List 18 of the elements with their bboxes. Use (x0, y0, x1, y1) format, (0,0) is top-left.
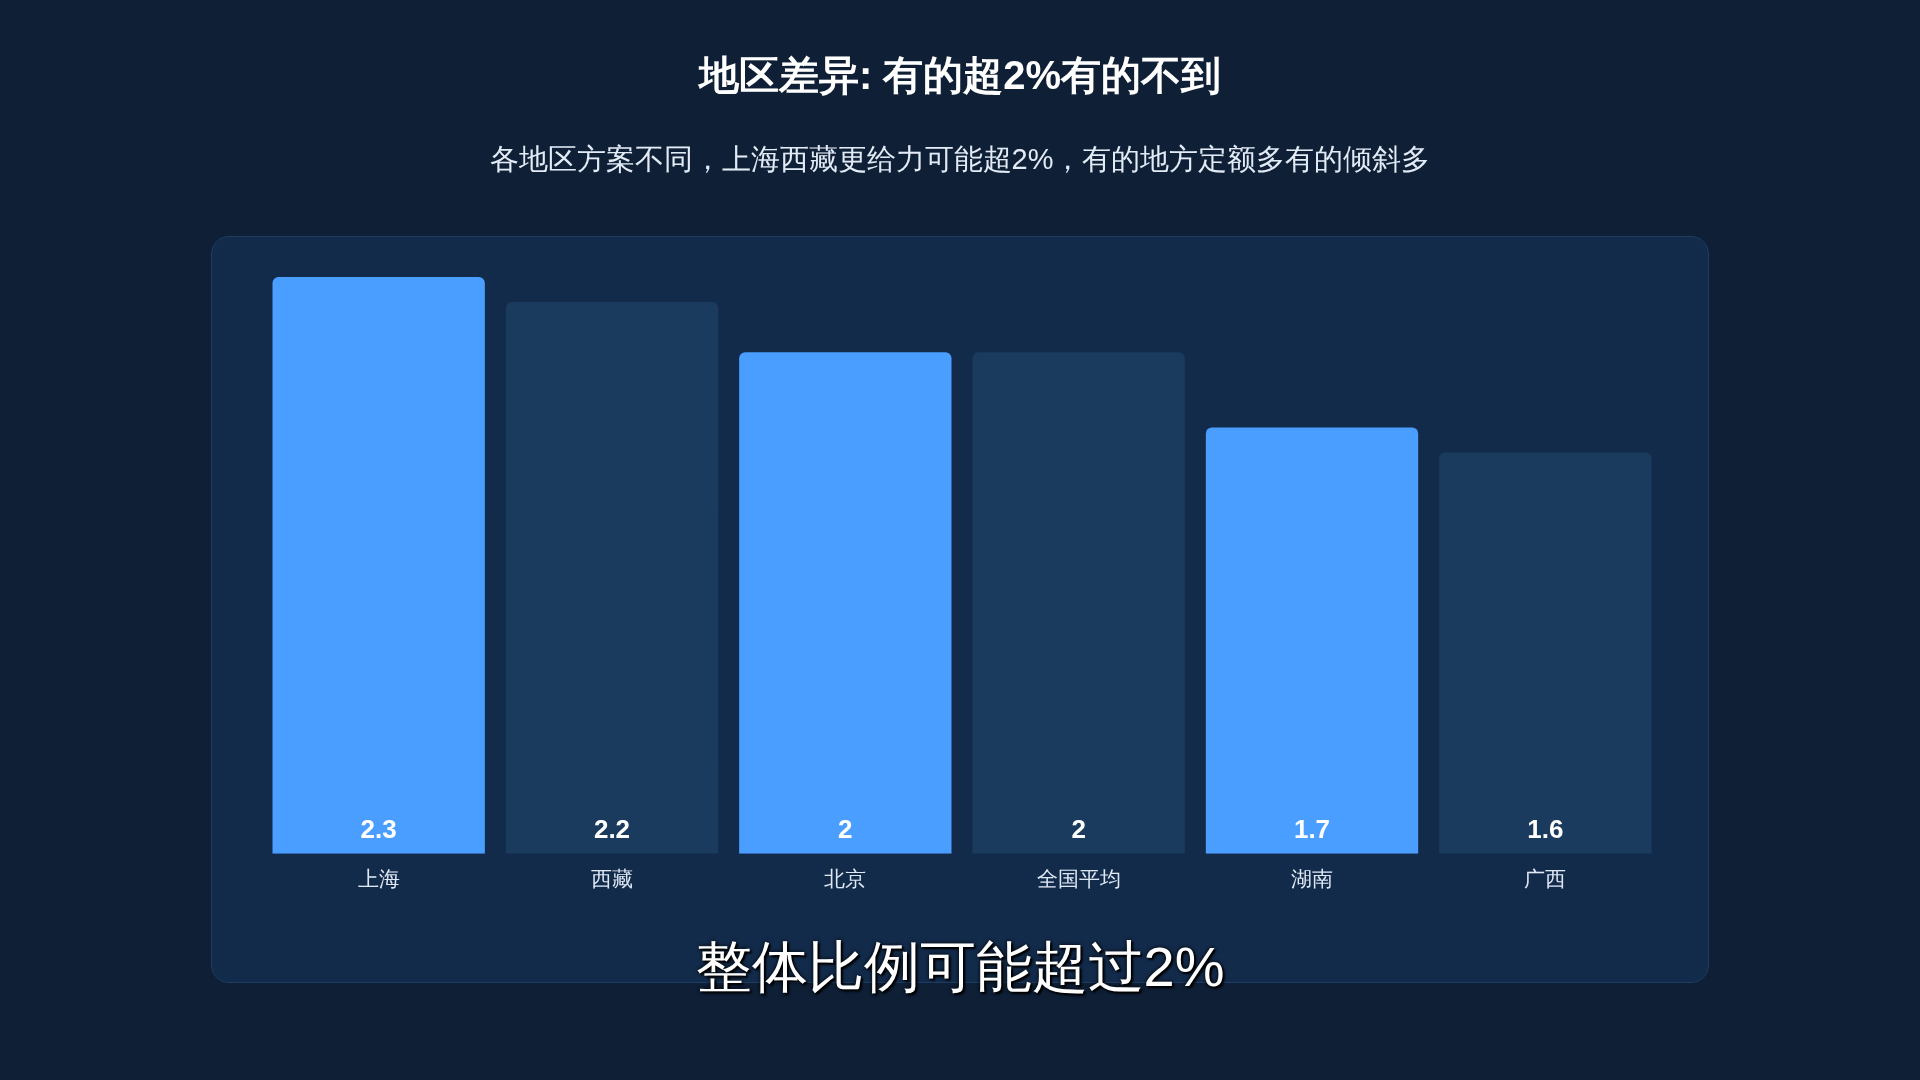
x-tick-label: 北京 (824, 867, 867, 891)
data-label: 2.3 (360, 813, 397, 844)
data-label: 2 (1071, 813, 1086, 844)
data-label: 2 (838, 813, 853, 844)
bar (739, 352, 952, 854)
data-label: 1.6 (1527, 813, 1564, 844)
chart-subtitle: 各地区方案不同，上海西藏更给力可能超2%，有的地方定额多有的倾斜多 (488, 142, 1432, 177)
x-tick-label: 湖南 (1291, 867, 1333, 891)
x-tick-label: 上海 (357, 867, 400, 891)
bar (272, 277, 485, 854)
x-tick-label: 西藏 (591, 867, 633, 891)
data-label: 2.2 (593, 813, 631, 844)
data-label: 1.7 (1293, 813, 1331, 844)
chart-title: 地区差异: 有的超2%有的不到 (697, 52, 1223, 99)
x-tick-label: 广西 (1524, 867, 1567, 891)
x-tick-label: 全国平均 (1036, 867, 1121, 891)
text: 整体比例可能超过2% (694, 934, 1226, 1000)
bar (1205, 427, 1419, 854)
